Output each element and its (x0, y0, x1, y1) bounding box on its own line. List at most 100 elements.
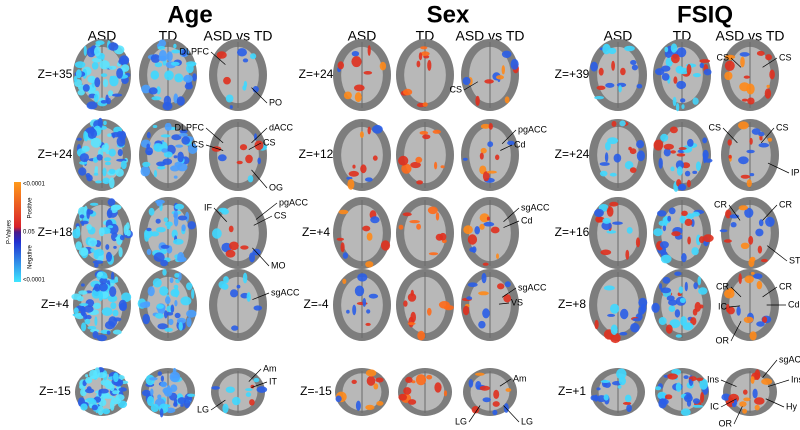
activation-blob (109, 286, 117, 297)
activation-blob (504, 96, 510, 104)
leader-line (728, 204, 741, 221)
activation-blob (723, 239, 732, 243)
column-header: ASD vs TD (716, 28, 785, 44)
activation-blob (761, 378, 773, 385)
activation-blob (662, 225, 667, 232)
activation-blob (679, 297, 686, 303)
activation-blob (758, 219, 764, 227)
region-label: Am (513, 373, 527, 383)
activation-blob (375, 377, 384, 383)
activation-blob (675, 382, 682, 393)
activation-blob (670, 150, 676, 154)
activation-blob (80, 403, 88, 411)
activation-blob (674, 271, 682, 276)
activation-blob (661, 65, 671, 72)
activation-blob (104, 161, 112, 166)
activation-blob (616, 82, 627, 88)
activation-blob (78, 167, 87, 176)
activation-blob (478, 320, 486, 329)
leader-line (498, 302, 510, 305)
activation-blob (367, 126, 371, 135)
activation-blob (362, 297, 367, 307)
activation-blob (728, 393, 740, 403)
activation-blob (475, 95, 480, 106)
region-label: LG (455, 416, 467, 426)
activation-blob (474, 226, 481, 235)
activation-blob (602, 217, 611, 224)
activation-blob (671, 231, 681, 237)
activation-blob (599, 162, 610, 166)
activation-blob (211, 386, 221, 390)
activation-blob (79, 153, 89, 163)
activation-blob (420, 46, 428, 50)
activation-blob (694, 301, 701, 312)
activation-blob (71, 293, 82, 300)
region-label: sgACC (271, 287, 300, 297)
activation-blob (501, 65, 505, 75)
activation-blob (702, 234, 714, 243)
leader-line (762, 286, 778, 298)
activation-blob (435, 212, 440, 221)
activation-blob (250, 384, 255, 389)
leader-line (767, 162, 790, 174)
activation-blob (434, 382, 442, 393)
activation-blob (481, 272, 487, 284)
activation-blob (619, 331, 628, 336)
activation-blob (739, 401, 747, 407)
activation-blob (736, 306, 741, 316)
activation-blob (177, 397, 186, 405)
activation-blob (351, 51, 360, 57)
activation-blob (93, 302, 101, 309)
activation-blob (418, 52, 423, 61)
activation-blob (769, 69, 775, 80)
activation-blob (750, 271, 755, 275)
region-label: Cd (521, 215, 533, 225)
activation-blob (767, 137, 773, 142)
activation-blob (110, 302, 117, 310)
slice-label: Z=-15 (300, 384, 332, 398)
activation-blob (108, 65, 117, 70)
activation-blob (162, 158, 173, 165)
activation-blob (765, 54, 772, 61)
activation-blob (680, 408, 691, 416)
activation-blob (724, 60, 735, 71)
leader-line (760, 127, 775, 144)
activation-blob (153, 252, 165, 262)
region-label: VS (511, 297, 523, 307)
activation-blob (479, 385, 490, 391)
activation-blob (76, 137, 83, 141)
activation-blob (678, 147, 687, 150)
activation-blob (337, 61, 344, 70)
activation-blob (186, 63, 194, 74)
activation-blob (492, 409, 498, 416)
activation-blob (606, 230, 617, 234)
activation-blob (107, 225, 114, 229)
leader-line (730, 57, 742, 68)
slice-label: Z=+24 (299, 67, 334, 81)
activation-blob (165, 221, 173, 227)
activation-blob (186, 309, 197, 318)
activation-blob (467, 234, 478, 245)
slice-label: Z=+24 (38, 147, 73, 161)
activation-blob (365, 261, 374, 268)
activation-blob (462, 77, 471, 85)
activation-blob (407, 293, 417, 302)
column-header: ASD (604, 28, 633, 44)
activation-blob (156, 86, 161, 95)
activation-blob (665, 57, 673, 67)
leader-line (501, 287, 517, 298)
activation-blob (679, 215, 686, 224)
activation-blob (145, 147, 154, 156)
activation-blob (173, 155, 178, 159)
activation-blob (250, 53, 257, 60)
activation-blob (728, 154, 732, 159)
activation-blob (600, 249, 612, 256)
activation-blob (99, 60, 110, 70)
activation-blob (669, 126, 678, 134)
region-label: CS (779, 52, 792, 62)
activation-blob (462, 157, 468, 161)
leader-line (463, 81, 479, 91)
region-label: Cd (788, 299, 800, 309)
column-header: ASD (348, 28, 377, 44)
